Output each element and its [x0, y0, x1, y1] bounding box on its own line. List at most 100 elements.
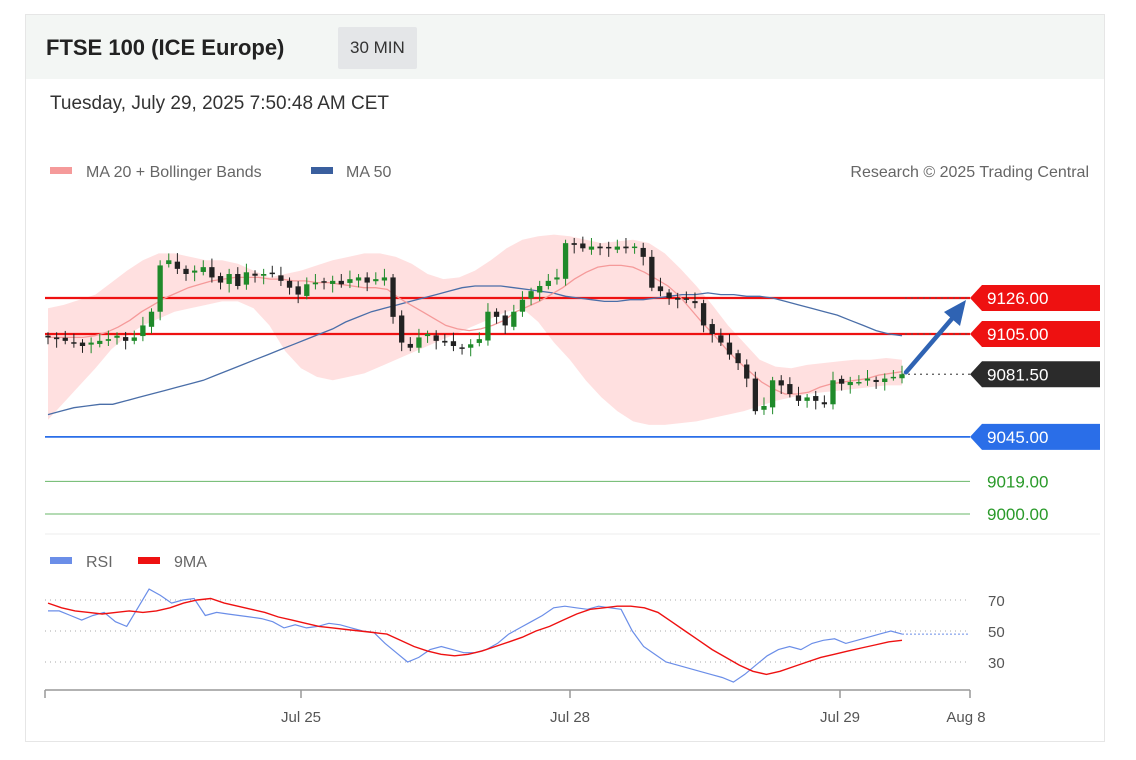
candle-40 — [390, 274, 396, 324]
level-lines — [45, 296, 970, 515]
candle-51 — [485, 303, 491, 346]
candle-58 — [545, 274, 551, 290]
candle-66 — [614, 239, 620, 254]
candle-1 — [53, 332, 60, 348]
candle-33 — [330, 275, 336, 293]
candle-12 — [148, 308, 155, 334]
level-tag-3: 9045.00 — [970, 423, 1100, 450]
candle-46 — [442, 334, 448, 346]
candle-85 — [778, 375, 784, 394]
level-label-4: 9019.00 — [987, 472, 1048, 491]
candle-18 — [200, 260, 206, 276]
legend-swatch-ma20 — [50, 167, 72, 174]
candle-47 — [450, 332, 457, 352]
candle-88 — [804, 394, 810, 408]
rsi-tick-labels: 70 50 30 — [988, 593, 1005, 672]
level-labels: 9126.00 9105.00 9081.50 9045.00 9019.00 9000.… — [970, 285, 1100, 524]
level-tag-bg-0 — [970, 285, 1100, 311]
legend-label-ma50: MA 50 — [346, 164, 391, 181]
candle-32 — [321, 277, 327, 290]
chart-card: FTSE 100 (ICE Europe) 30 MIN Tuesday, Ju… — [25, 14, 1105, 742]
bollinger-band — [48, 234, 902, 425]
candle-97 — [882, 373, 888, 391]
timeframe-button[interactable]: 30 MIN — [338, 27, 417, 69]
candle-49 — [468, 339, 474, 357]
candle-15 — [174, 253, 181, 274]
ma20-line — [48, 264, 903, 395]
legend-swatch-ma50 — [311, 167, 333, 174]
level-label-3: 9045.00 — [987, 428, 1048, 447]
candle-17 — [191, 265, 198, 282]
candle-67 — [623, 238, 629, 254]
x-tick-3: Aug 8 — [946, 709, 985, 726]
candle-4 — [79, 339, 86, 353]
forecast-arrow — [903, 300, 966, 375]
candle-83 — [761, 397, 767, 415]
header-band — [26, 15, 1104, 79]
candle-65 — [606, 241, 612, 257]
candle-30 — [304, 277, 310, 300]
arrow-shaft — [903, 311, 959, 375]
level-label-1: 9105.00 — [987, 325, 1048, 344]
chart-title: FTSE 100 (ICE Europe) — [46, 35, 285, 60]
candle-9 — [122, 331, 129, 350]
level-tag-bg-1 — [970, 321, 1100, 347]
candle-42 — [407, 337, 413, 352]
candle-3 — [71, 333, 77, 348]
rsi-tick-1: 50 — [988, 624, 1005, 641]
candle-60 — [562, 239, 569, 286]
candle-87 — [795, 386, 802, 406]
research-credit: Research © 2025 Trading Central — [850, 164, 1089, 181]
candle-16 — [183, 265, 189, 281]
candle-2 — [62, 330, 68, 345]
level-label-2: 9081.50 — [987, 365, 1048, 384]
rsi-panel: 70 50 30 — [45, 588, 1005, 683]
candle-61 — [571, 238, 577, 254]
candle-90 — [821, 395, 828, 408]
candle-6 — [97, 334, 103, 348]
candle-81 — [744, 359, 750, 388]
legend-label-9ma: 9MA — [174, 554, 207, 571]
candle-43 — [416, 328, 422, 353]
candle-48 — [459, 343, 465, 355]
rsi-legend: RSI 9MA — [50, 554, 207, 571]
candle-11 — [140, 316, 146, 342]
candle-44 — [424, 330, 431, 343]
candle-75 — [692, 292, 698, 309]
candle-56 — [528, 287, 534, 306]
candle-95 — [864, 370, 871, 386]
rsi-tick-0: 70 — [988, 593, 1005, 610]
candle-79 — [726, 334, 733, 360]
candle-36 — [355, 274, 362, 288]
candle-8 — [114, 332, 120, 345]
x-tick-2: Jul 29 — [820, 709, 860, 726]
legend-swatch-9ma — [138, 557, 160, 564]
candle-64 — [597, 243, 603, 256]
candle-38 — [373, 272, 379, 285]
price-panel: 9126.00 9105.00 9081.50 9045.00 9019.00 9000.… — [45, 234, 1100, 524]
candle-20 — [217, 272, 224, 290]
level-tag-0: 9126.00 — [970, 285, 1100, 311]
arrow-head — [944, 300, 966, 326]
candle-29 — [295, 281, 301, 304]
candle-96 — [873, 376, 879, 389]
legend-label-ma20: MA 20 + Bollinger Bands — [86, 164, 262, 181]
candle-23 — [243, 263, 250, 290]
candle-14 — [166, 253, 172, 268]
level-tag-5: 9000.00 — [987, 505, 1048, 524]
level-tag-bg-3 — [970, 423, 1100, 450]
candle-22 — [235, 267, 241, 290]
candle-27 — [278, 266, 284, 286]
candle-24 — [252, 270, 258, 283]
candle-50 — [476, 332, 482, 347]
candle-31 — [312, 274, 319, 290]
candle-91 — [830, 371, 836, 410]
ma50-line — [47, 285, 903, 416]
legend-label-rsi: RSI — [86, 554, 113, 571]
candle-78 — [718, 328, 724, 346]
candle-52 — [493, 308, 500, 324]
candle-93 — [847, 376, 853, 394]
rsi-ma-line — [47, 597, 903, 676]
x-tick-0: Jul 25 — [281, 709, 321, 726]
level-tag-4: 9019.00 — [987, 472, 1048, 491]
